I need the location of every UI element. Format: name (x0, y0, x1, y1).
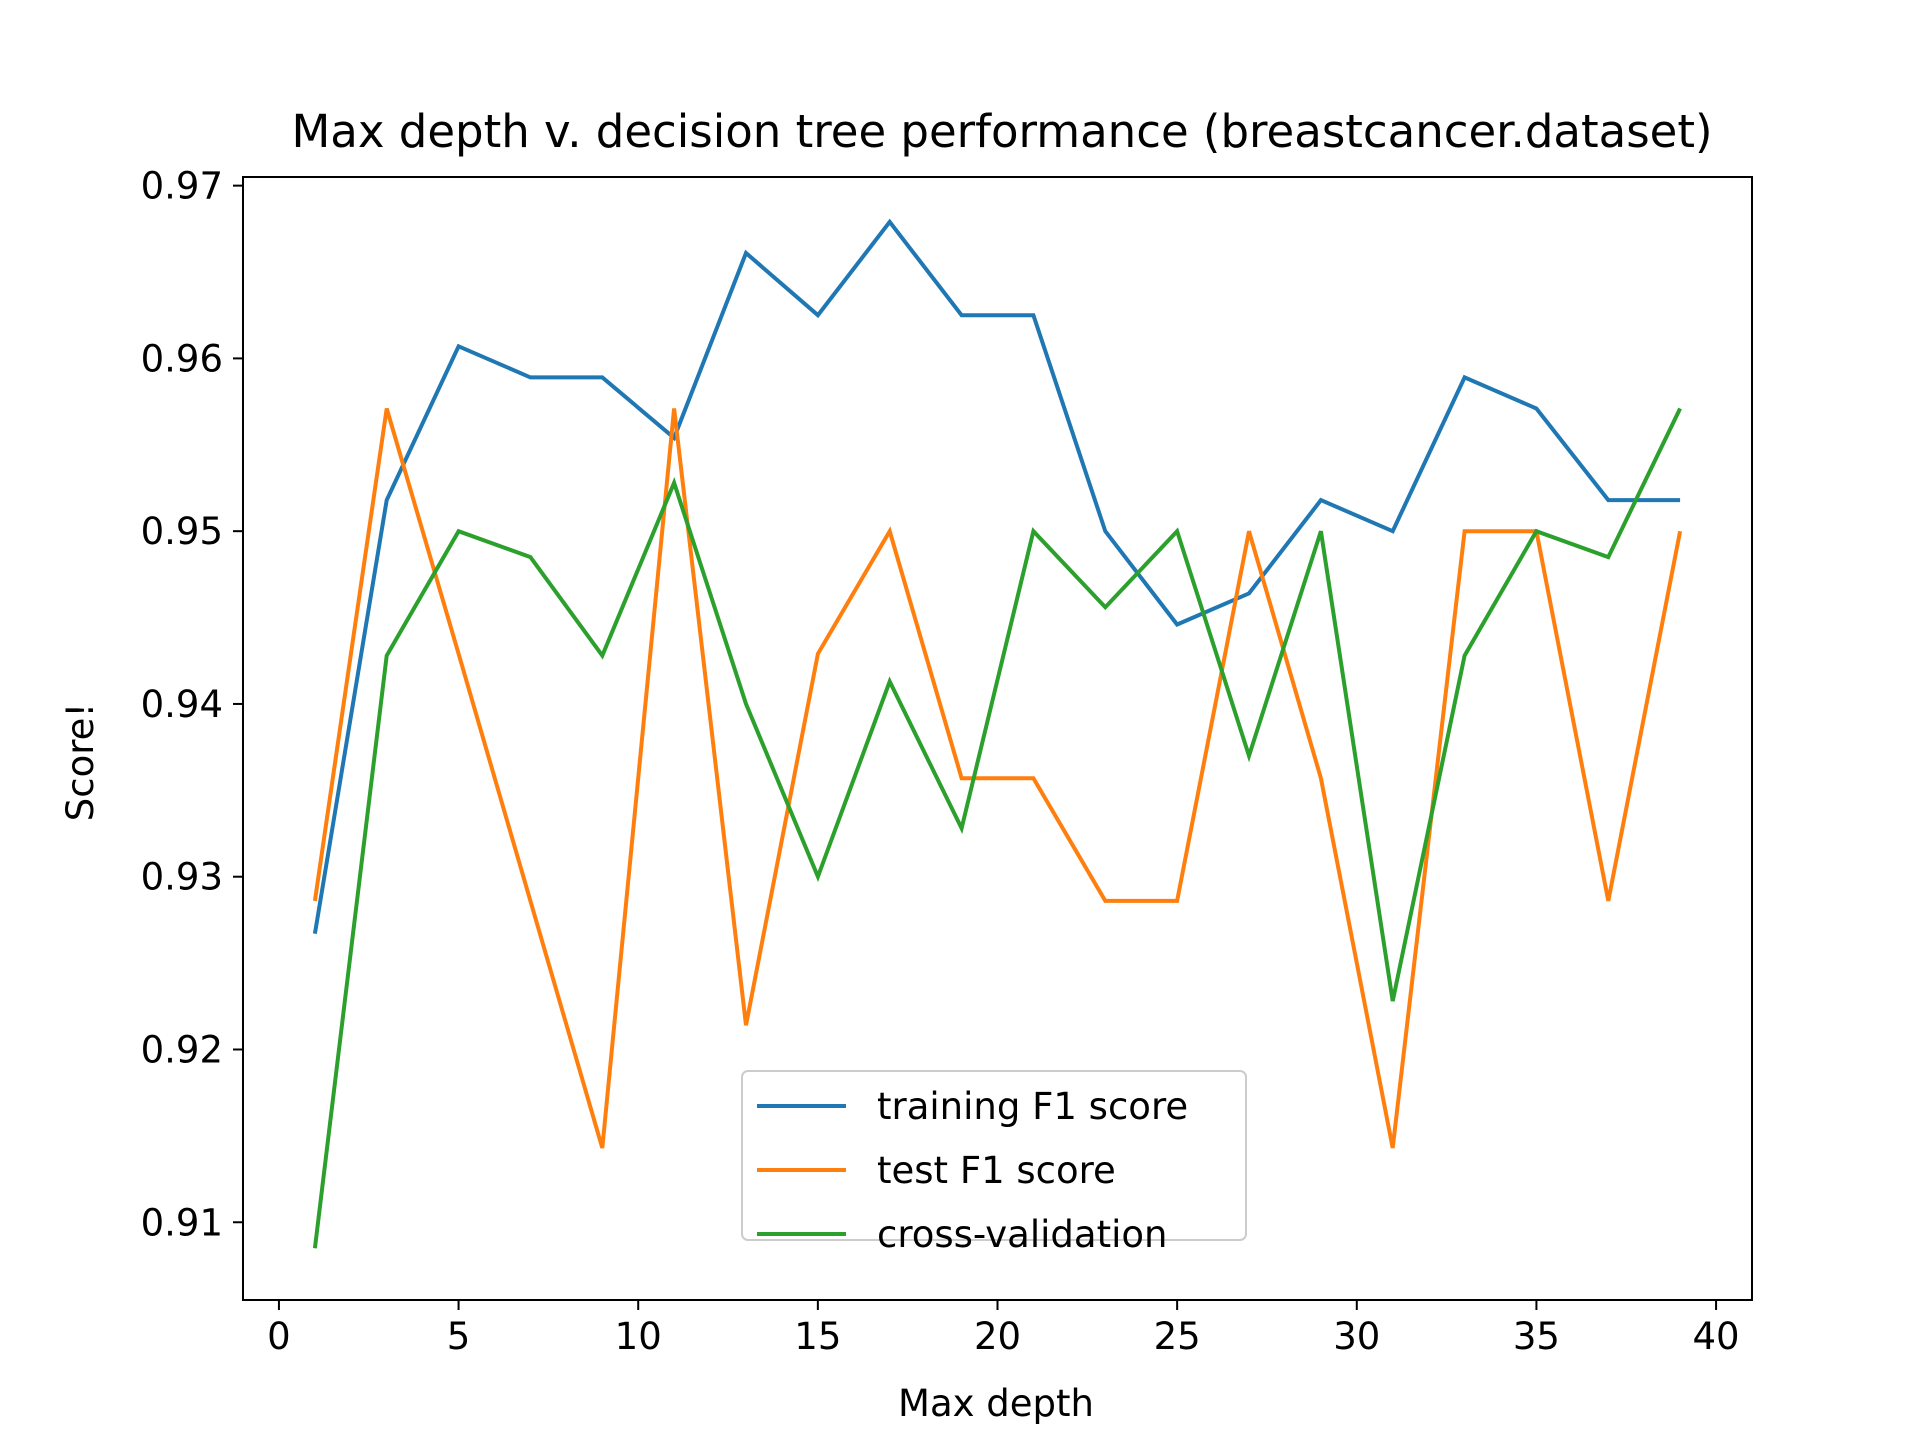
y-axis: 0.91 0.92 0.93 0.94 0.95 0.96 0.97 (141, 165, 243, 1244)
y-tick-label: 0.93 (141, 856, 223, 899)
x-tick-label: 0 (267, 1315, 291, 1358)
series-line-cross-validation (312, 407, 1682, 1249)
y-tick-label: 0.91 (141, 1201, 223, 1244)
x-axis-label: Max depth (898, 1382, 1094, 1425)
x-axis: 0 5 10 15 20 25 30 35 40 (267, 1300, 1740, 1358)
y-tick-label: 0.97 (141, 165, 223, 208)
y-axis-label: Score! (59, 703, 102, 821)
series-layer (312, 218, 1683, 1249)
legend-box (741, 1070, 1247, 1241)
series-line-test-f1-score (312, 407, 1683, 1149)
series-line-training-f1-score (312, 218, 1681, 935)
x-tick-label: 10 (615, 1315, 662, 1358)
x-tick-label: 35 (1513, 1315, 1560, 1358)
x-tick-label: 25 (1154, 1315, 1201, 1358)
y-tick-label: 0.95 (141, 510, 223, 553)
y-tick-label: 0.92 (141, 1028, 223, 1071)
x-tick-label: 5 (447, 1315, 471, 1358)
y-tick-label: 0.94 (141, 683, 223, 726)
chart-title: Max depth v. decision tree performance (… (291, 105, 1712, 158)
x-tick-label: 40 (1693, 1315, 1740, 1358)
x-tick-label: 30 (1333, 1315, 1380, 1358)
legend-label-cross-validation: cross-validation (877, 1213, 1167, 1256)
x-tick-label: 15 (794, 1315, 841, 1358)
y-tick-label: 0.96 (141, 337, 223, 380)
legend-label-test-f1-score: test F1 score (877, 1149, 1116, 1192)
legend: training F1 score test F1 score cross-vali… (741, 1070, 1247, 1256)
x-tick-label: 20 (974, 1315, 1021, 1358)
legend-label-training-f1-score: training F1 score (877, 1085, 1188, 1128)
